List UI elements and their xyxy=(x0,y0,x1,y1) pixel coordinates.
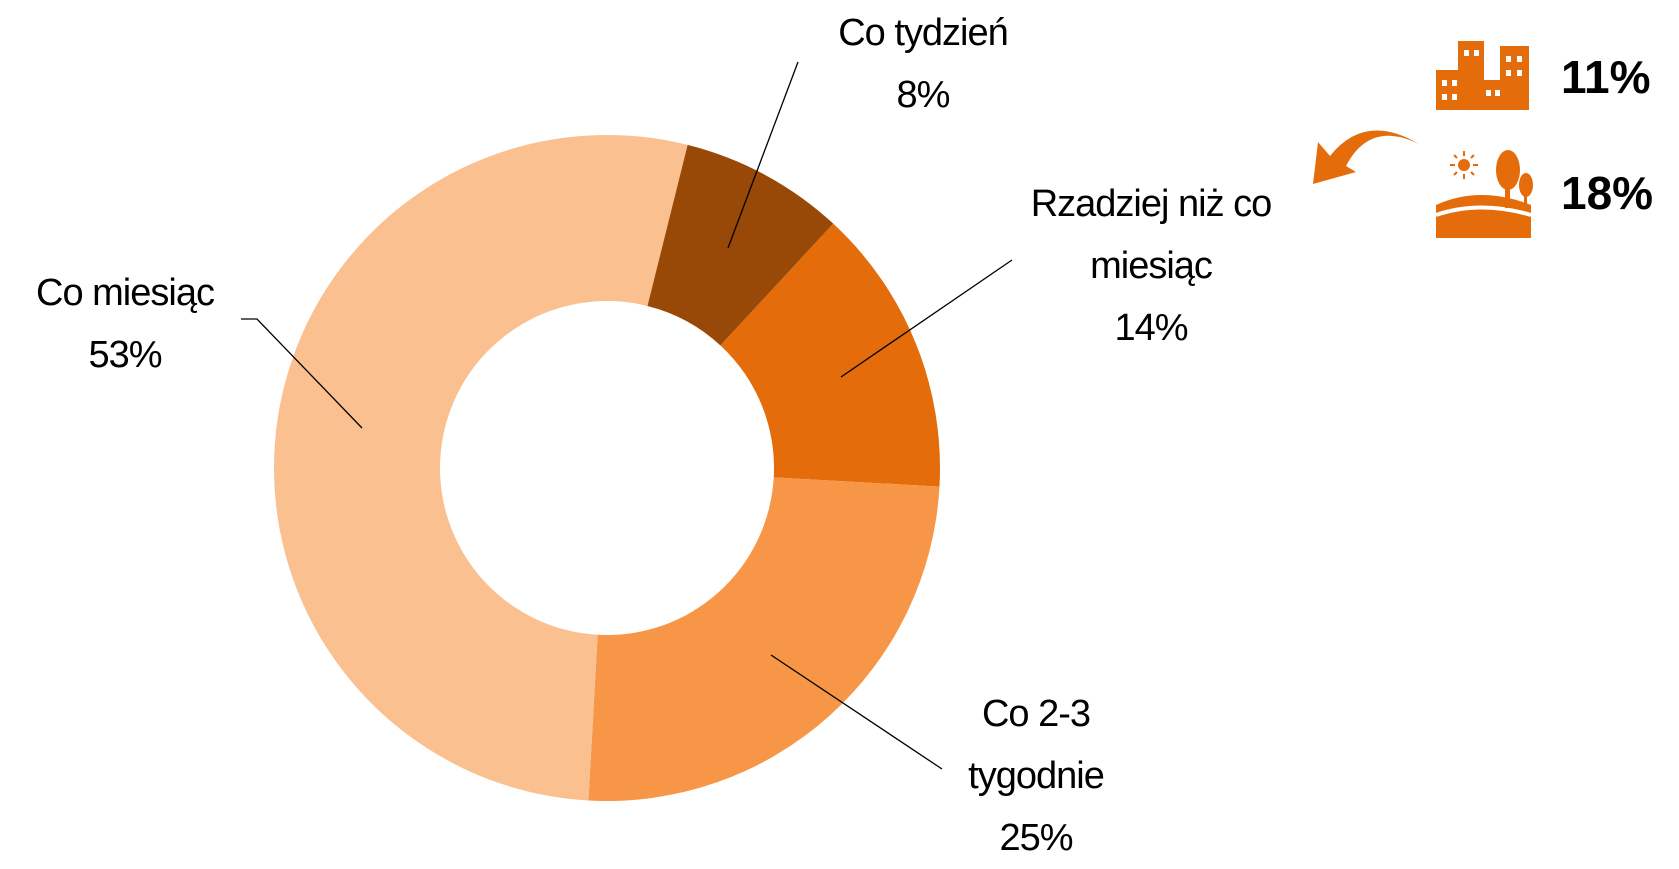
city-icon xyxy=(1436,41,1529,110)
value-label: 8% xyxy=(896,74,951,116)
data-label: Co tydzień 8% xyxy=(838,2,1009,126)
arrow xyxy=(1313,130,1419,184)
donut-segment xyxy=(274,135,688,801)
leader-line xyxy=(840,259,1013,378)
value-label: 25% xyxy=(999,817,1073,859)
inset-value: 11% xyxy=(1561,51,1651,103)
leader-line xyxy=(241,318,363,429)
rural-icon xyxy=(1435,150,1533,238)
category-label: Rzadziej niż co miesiąc xyxy=(1030,183,1273,287)
category-label: Co miesiąc xyxy=(36,272,215,314)
leader-line xyxy=(770,654,943,770)
donut-segment xyxy=(647,144,834,346)
donut-segment xyxy=(588,477,940,801)
value-label: 53% xyxy=(88,334,162,376)
donut-segment xyxy=(720,223,940,487)
data-label: Co 2-3 tygodnie 25% xyxy=(946,683,1126,869)
value-label: 14% xyxy=(1114,307,1188,349)
inset-value: 18% xyxy=(1561,167,1654,219)
category-label: Co tydzień xyxy=(838,12,1009,54)
data-label: Co miesiąc 53% xyxy=(36,262,215,386)
category-label: Co 2-3 tygodnie xyxy=(968,693,1105,797)
leader-line xyxy=(727,61,799,249)
data-label: Rzadziej niż co miesiąc 14% xyxy=(1026,173,1276,359)
